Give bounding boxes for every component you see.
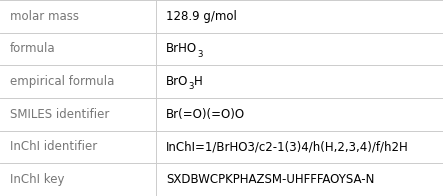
Text: SXDBWCPKPHAZSM-UHFFFAOYSA-N: SXDBWCPKPHAZSM-UHFFFAOYSA-N (166, 173, 374, 186)
Text: 3: 3 (189, 82, 194, 91)
Text: formula: formula (10, 43, 55, 55)
Text: 3: 3 (197, 50, 203, 59)
Text: H: H (194, 75, 203, 88)
Text: Br(=O)(=O)O: Br(=O)(=O)O (166, 108, 245, 121)
Text: InChI identifier: InChI identifier (10, 141, 97, 153)
Text: InChI key: InChI key (10, 173, 64, 186)
Text: SMILES identifier: SMILES identifier (10, 108, 109, 121)
Text: BrO: BrO (166, 75, 189, 88)
Text: BrHO: BrHO (166, 43, 197, 55)
Text: InChI=1/BrHO3/c2-1(3)4/h(H,2,3,4)/f/h2H: InChI=1/BrHO3/c2-1(3)4/h(H,2,3,4)/f/h2H (166, 141, 409, 153)
Text: 128.9 g/mol: 128.9 g/mol (166, 10, 237, 23)
Text: empirical formula: empirical formula (10, 75, 114, 88)
Text: molar mass: molar mass (10, 10, 79, 23)
